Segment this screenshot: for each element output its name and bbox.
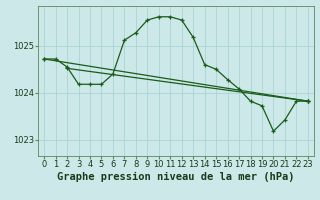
X-axis label: Graphe pression niveau de la mer (hPa): Graphe pression niveau de la mer (hPa) bbox=[57, 172, 295, 182]
